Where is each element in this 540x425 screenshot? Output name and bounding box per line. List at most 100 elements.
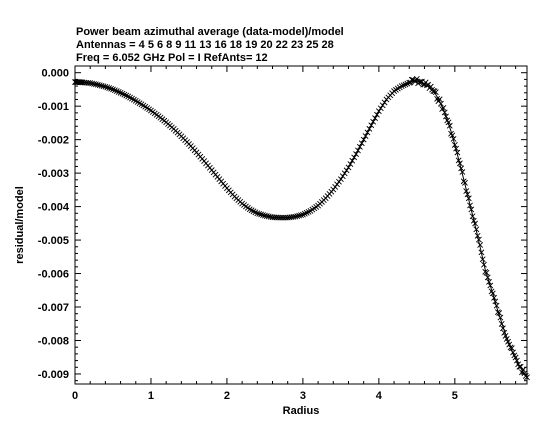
data-point [481,261,487,268]
data-point [110,86,116,93]
y-tick-label: 0.000 [41,68,69,80]
data-point [104,84,111,91]
chart-title-line-3: Freq = 6.052 GHz Pol = I RefAnts= 12 [76,52,268,64]
y-tick-label: -0.006 [38,269,69,281]
data-point [98,82,105,89]
y-tick-label: -0.005 [38,235,69,247]
data-point [254,210,261,217]
y-tick-label: -0.008 [38,335,69,347]
data-point [472,220,479,227]
data-point [437,100,444,107]
data-point [456,160,463,167]
data-point [299,211,306,218]
data-point [454,149,461,156]
data-point [425,81,432,88]
data-point [119,90,126,97]
data-point [501,329,508,336]
data-point [364,129,371,136]
data-point [449,132,456,139]
data-point [446,122,453,129]
data-point [398,83,405,90]
data-point [94,81,101,88]
data-point [260,212,266,218]
data-point [443,113,449,120]
data-point [512,354,519,361]
data-point [451,141,458,148]
data-point [493,302,500,309]
y-tick-label: -0.009 [38,369,69,381]
data-point [108,85,115,92]
data-point [474,232,481,239]
data-point [432,89,439,96]
data-point [349,157,356,164]
x-tick-label: 5 [452,390,458,402]
data-point [453,145,460,152]
data-point [368,122,375,129]
chart-title-line-2: Antennas = 4 5 6 8 9 11 13 16 18 19 20 2… [76,39,334,51]
data-point [372,115,378,122]
data-point [360,136,367,143]
data-point [343,167,350,174]
data-point [502,333,509,339]
data-point [468,206,475,213]
y-tick-label: -0.007 [38,302,69,314]
data-point [303,209,310,216]
x-tick-label: 2 [224,390,230,402]
data-point [440,105,447,111]
data-point [375,108,382,115]
data-point [374,111,380,118]
data-point [516,363,523,370]
data-series [72,76,530,381]
x-axis-label: Radius [283,405,320,417]
data-point [113,88,120,95]
data-point [296,212,303,219]
data-point [305,208,312,215]
data-point [455,157,462,164]
axis-tick-labels: 0 1 2 3 4 5 0.000 -0.001 -0.002 -0.003 -0.004 -0.00… [38,68,458,402]
data-point [381,99,388,106]
data-point [513,357,520,364]
series-line [75,80,528,378]
data-point [469,213,476,220]
y-axis-label: residual/model [14,186,26,264]
axis-ticks [74,66,527,384]
data-point [459,169,466,175]
data-point [351,154,358,161]
data-point [463,188,470,195]
data-point [475,236,482,243]
data-point [332,184,339,190]
data-point [464,191,471,198]
data-point [370,118,377,125]
data-point [498,321,505,327]
data-point [462,179,468,186]
data-point [345,164,352,171]
data-point [347,161,354,167]
chart-title-block: Power beam azimuthal average (data-model… [76,26,344,64]
data-point [353,151,359,157]
data-point [436,96,443,103]
data-point [336,178,342,185]
data-point [341,170,348,177]
data-point [510,349,516,356]
data-point [477,242,484,248]
data-point [489,290,496,297]
data-point [492,298,499,305]
x-tick-label: 3 [300,390,306,402]
data-point [465,195,472,202]
data-point [366,125,373,132]
data-point [402,81,409,88]
data-point [486,278,492,285]
data-point [102,83,109,90]
x-tick-label: 4 [376,390,383,402]
x-tick-label: 1 [148,390,154,402]
data-point [427,83,434,90]
data-point [479,256,486,263]
data-point [115,89,122,95]
chart-title-line-1: Power beam azimuthal average (data-model… [76,26,344,38]
data-point [106,85,113,92]
data-point [334,181,341,188]
data-point [377,105,384,112]
data-point [298,212,304,219]
data-point [445,119,452,126]
